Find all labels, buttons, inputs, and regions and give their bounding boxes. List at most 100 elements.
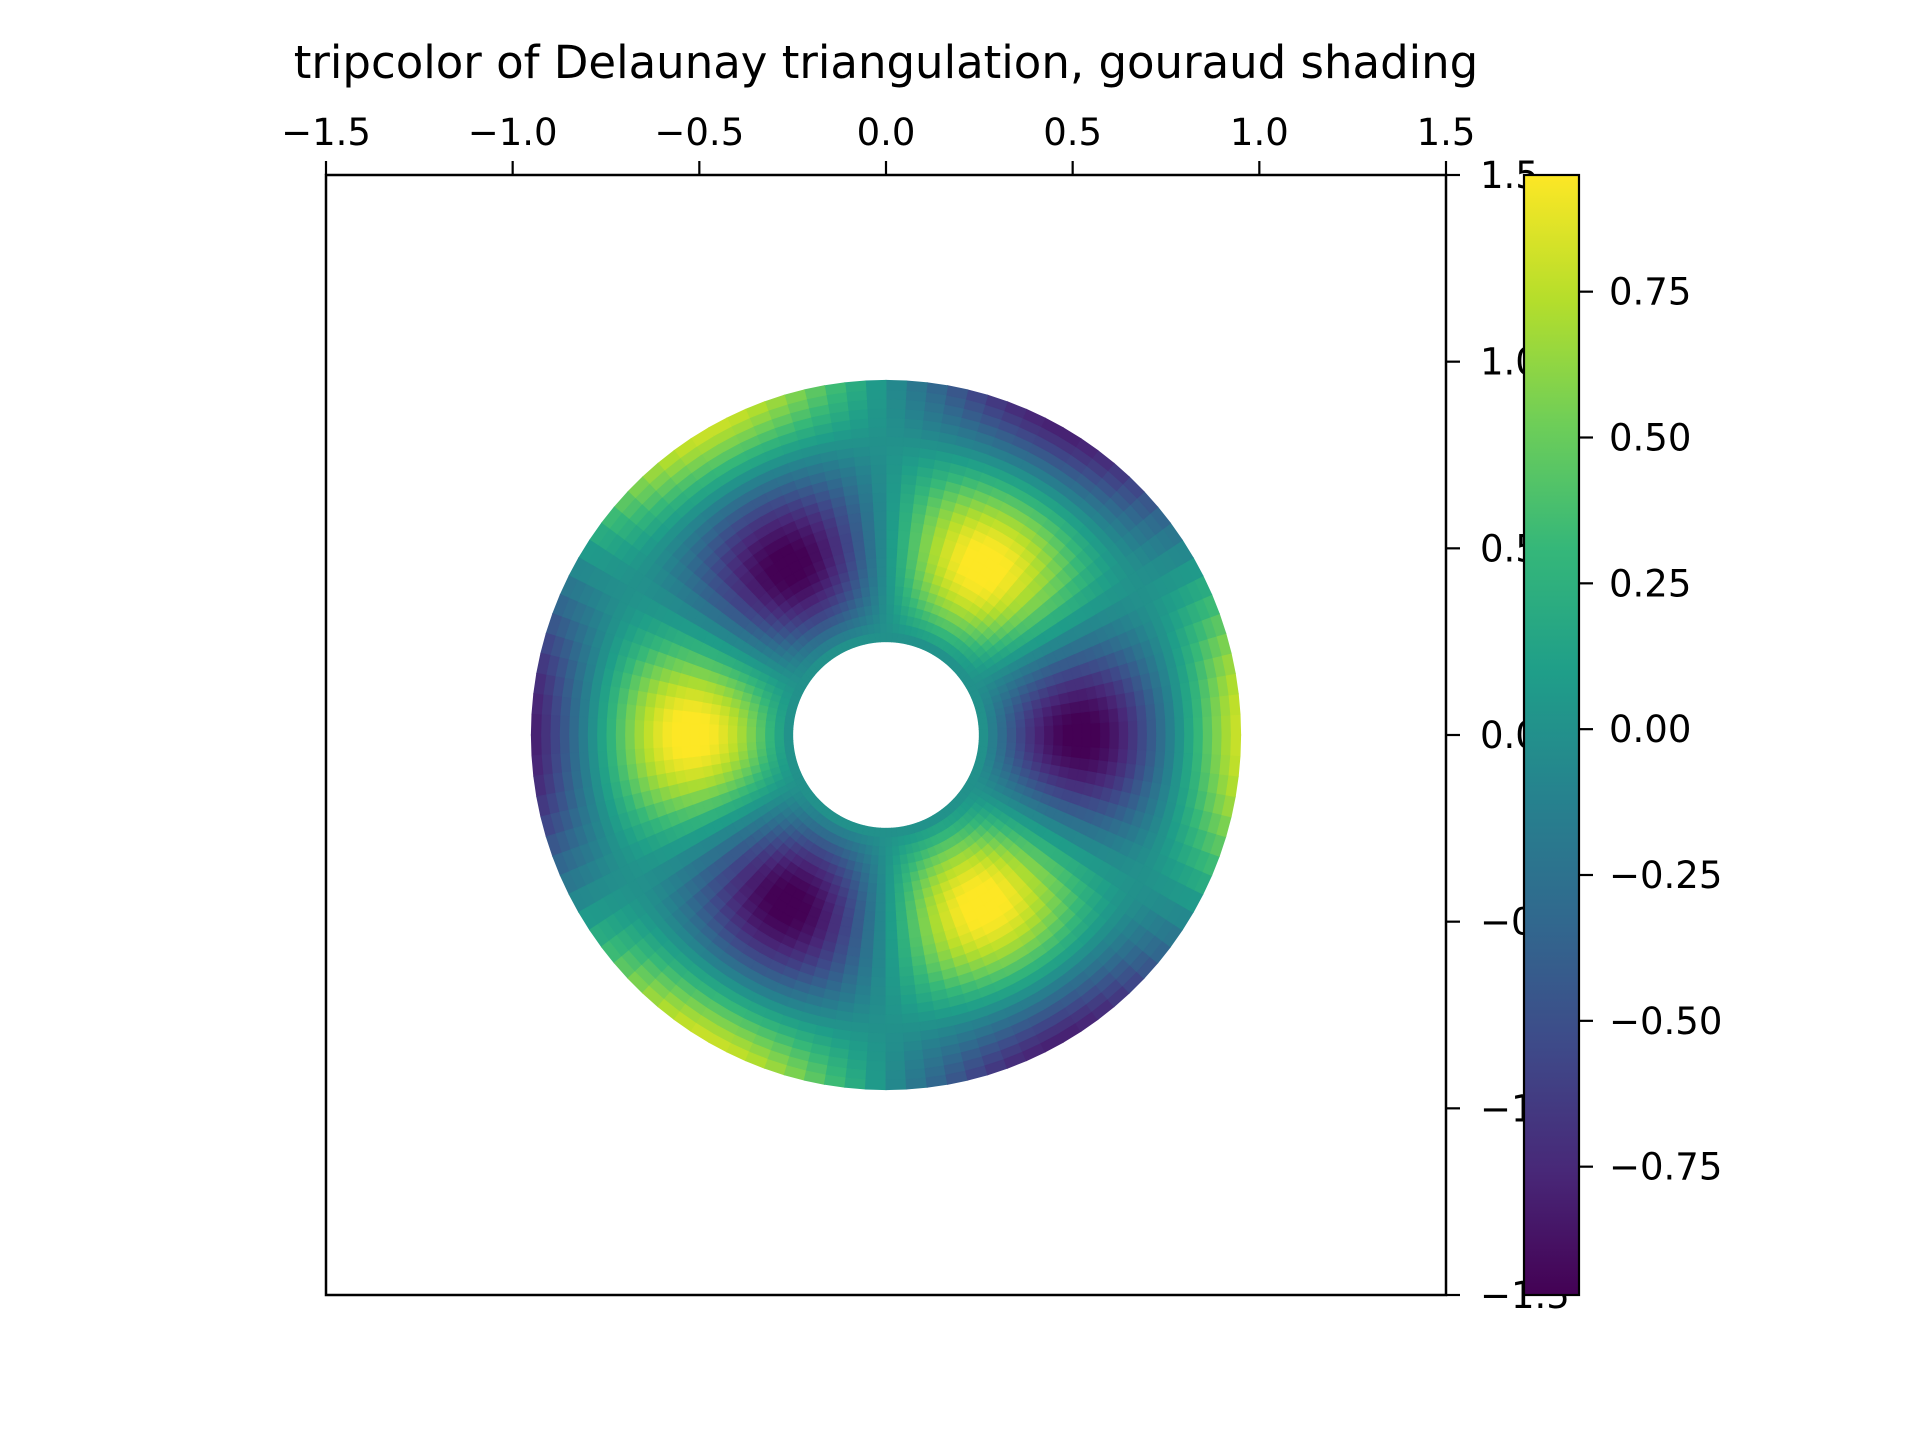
mesh-cell [885,948,900,960]
mesh-cell [896,919,910,932]
mesh-cell [879,837,887,848]
mesh-cell [899,482,916,495]
mesh-cell [894,892,907,904]
mesh-cell [878,846,887,857]
mesh-cell [1183,716,1195,736]
mesh-cell [871,501,887,512]
mesh-cell [864,1079,887,1091]
mesh-cell [863,910,877,922]
mesh-cell [1053,734,1064,746]
colorbar: 0.75 0.50 0.25 0.00 −0.25 −0.50 −0.75 [1522,173,1722,1297]
mesh-cell [891,622,900,634]
mesh-cell [1006,741,1017,751]
mesh-cell [874,547,887,559]
mesh-cell [1062,723,1074,736]
mesh-cell [895,901,908,913]
mesh-cell [901,586,913,598]
x-tick-label: 1.0 [1230,111,1289,154]
mesh-cell [885,389,907,401]
mesh-cell [530,734,542,757]
mesh-cell [1032,751,1045,764]
mesh-cell [1080,745,1092,760]
mesh-cell [865,389,887,401]
mesh-cell [859,947,874,960]
mesh-cell [885,1004,903,1016]
mesh-cell [871,845,880,857]
mesh-cell [894,882,905,894]
mesh-cell [894,566,907,578]
mesh-cell [624,734,635,751]
mesh-cell [885,538,898,550]
mesh-cell [885,491,901,503]
mesh-cell [844,380,867,393]
mesh-cell [1081,722,1092,736]
mesh-cell [1052,713,1064,726]
mesh-cell [894,576,905,588]
mesh-cell [1220,714,1232,736]
mesh-cell [876,874,887,885]
mesh-cell [558,734,570,755]
mesh-cell [978,739,989,748]
mesh-cell [624,719,635,736]
mesh-cell [885,463,903,475]
mesh-cell [1146,734,1158,752]
mesh-cell [860,938,875,950]
mesh-cell [652,707,664,723]
mesh-cell [875,557,887,568]
mesh-cell [1193,716,1204,736]
mesh-cell [1135,749,1148,766]
mesh-cell [897,520,912,532]
x-tick-label: 0.0 [857,111,916,154]
mesh-cell [698,734,710,747]
mesh-cell [898,501,914,513]
mesh-cell [586,717,598,736]
mesh-cell [736,717,748,728]
mesh-cell [885,902,897,913]
mesh-cell [885,566,897,578]
mesh-cell [1202,734,1214,755]
mesh-cell [1071,723,1083,736]
mesh-cell [893,873,904,885]
mesh-cell [671,709,683,724]
mesh-cell [1070,711,1083,725]
mesh-cell [873,529,887,540]
mesh-cell [857,966,873,978]
mesh-cell [1062,734,1074,747]
mesh-cell [1089,709,1101,724]
mesh-cell [773,734,784,742]
mesh-cell [885,1042,905,1053]
mesh-cell [885,855,895,867]
mesh-cell [1052,744,1064,757]
mesh-cell [877,864,887,876]
mesh-cell [900,473,917,486]
mesh-cell [596,717,607,736]
mesh-cell [1137,734,1148,751]
mesh-cell [864,901,877,913]
mesh-cell [737,708,749,720]
mesh-cell [885,920,898,932]
mesh-cell [1202,715,1214,736]
mesh-cell [717,714,729,727]
mesh-cell [671,746,683,761]
mesh-cell [885,473,902,484]
mesh-cell [900,595,911,607]
mesh-cell [877,603,887,615]
mesh-cell [1006,734,1018,744]
mesh-cell [530,713,542,736]
mesh-cell [885,547,898,559]
mesh-cell [885,911,898,923]
mesh-cell [1061,744,1073,758]
mesh-cell [885,603,895,615]
mesh-cell [862,538,876,551]
mesh-cell [1146,718,1158,736]
mesh-cell [885,631,893,643]
mesh-cell [895,548,909,560]
mesh-cell [549,714,561,736]
mesh-cell [858,957,874,969]
mesh-cell [885,426,905,438]
mesh-cell [885,557,897,568]
mesh-cell [855,984,872,997]
mesh-cell [867,882,878,894]
mesh-cell [885,398,907,410]
mesh-cell [885,445,904,456]
